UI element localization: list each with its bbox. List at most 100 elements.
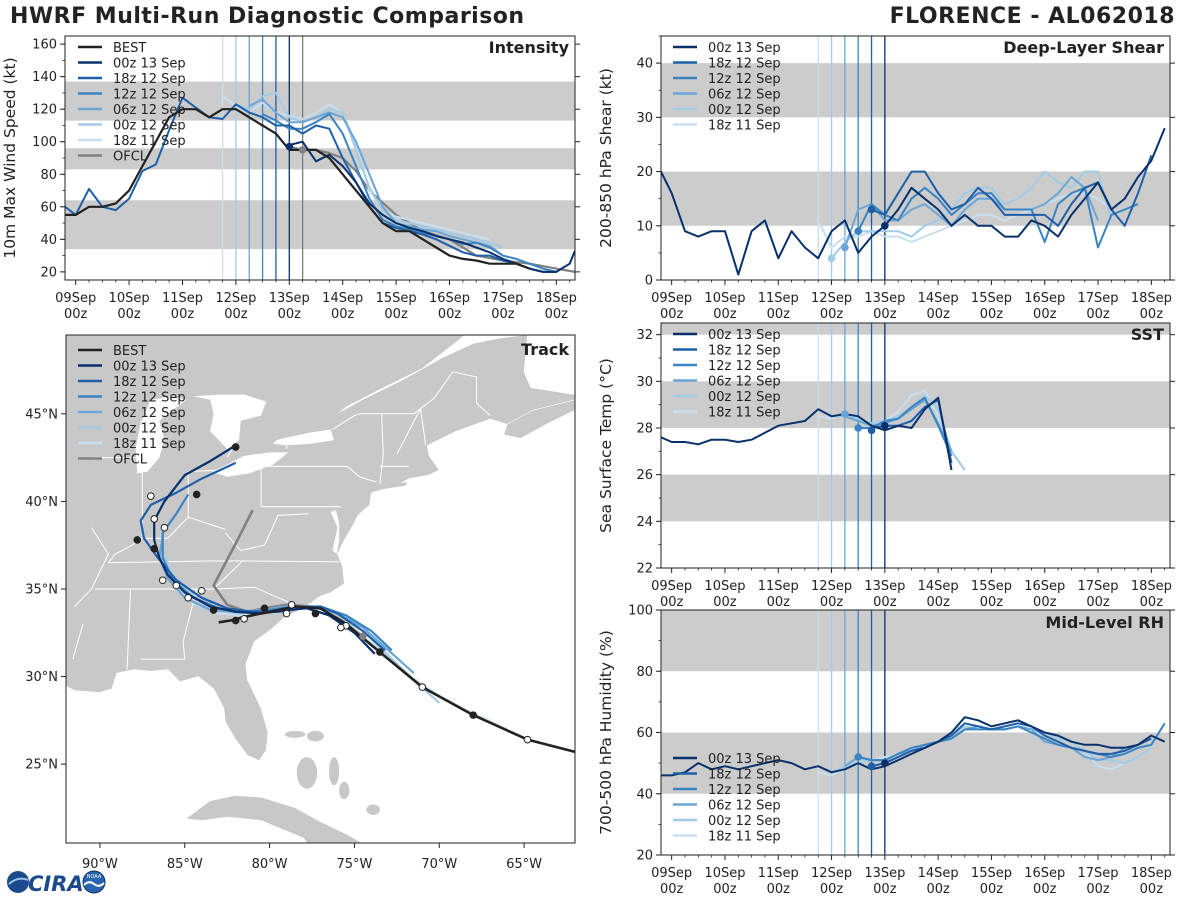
- rh-xtick-label-day: 11Sep: [758, 866, 799, 881]
- shear-shade-band: [661, 171, 1170, 226]
- shear-xtick-label-hour: 00z: [713, 307, 737, 322]
- intensity-ytick-label: 80: [40, 168, 57, 183]
- rh-ytick-label: 20: [636, 849, 653, 864]
- rh-panel: 2040608010009Sep00z10Sep00z11Sep00z12Sep…: [597, 604, 1175, 897]
- rh-legend-label: 18z 12 Sep: [708, 768, 781, 783]
- state-border: [126, 588, 131, 670]
- intensity-ytick-label: 100: [32, 135, 57, 150]
- state-border: [396, 408, 422, 455]
- intensity-ytick-label: 40: [40, 233, 57, 248]
- intensity-ytick-label: 20: [40, 265, 57, 280]
- intensity-legend-label: 00z 12 Sep: [113, 119, 186, 134]
- intensity-ytick-label: 60: [40, 200, 57, 215]
- shear-legend-label: 18z 12 Sep: [708, 57, 781, 72]
- shear-plot-area: [661, 36, 1170, 280]
- rh-xtick-label-day: 15Sep: [971, 866, 1012, 881]
- intensity-xtick-label-day: 09Sep: [55, 291, 96, 306]
- sst-xtick-label-hour: 00z: [873, 595, 897, 610]
- rh-plot-area: [661, 610, 1170, 855]
- rh-legend-label: 00z 13 Sep: [708, 752, 781, 767]
- intensity-plot-area: [65, 36, 575, 280]
- intensity-series-line-ofcl: [289, 145, 575, 273]
- shear-ytick-label: 0: [645, 274, 653, 289]
- land-north-america: [66, 335, 575, 762]
- shear-xtick-label-hour: 00z: [1086, 307, 1110, 322]
- track-position-marker: [359, 632, 367, 641]
- rh-xtick-label-hour: 00z: [873, 882, 897, 897]
- intensity-series-line-06z-12-sep: [248, 98, 504, 257]
- shear-xtick-label-hour: 00z: [660, 307, 684, 322]
- intensity-xtick-label-hour: 00z: [64, 307, 88, 322]
- track-position-marker: [192, 490, 201, 499]
- rh-ytick-label: 80: [636, 665, 653, 680]
- sst-shade-band: [661, 323, 1170, 335]
- land-bahamas-island: [328, 757, 340, 786]
- track-position-marker: [150, 515, 159, 523]
- intensity-legend-label: 18z 12 Sep: [113, 72, 186, 87]
- rh-series-line-12z-12-sep: [857, 722, 1166, 762]
- noaa-emblem-text: NOAA: [87, 874, 102, 880]
- intensity-xtick-label-day: 14Sep: [322, 291, 363, 306]
- sst-xtick-label-day: 12Sep: [811, 579, 852, 594]
- sst-series-line-00z-13-sep: [661, 396, 953, 471]
- rh-series-line-18z-12-sep: [871, 722, 1152, 768]
- track-legend-label: 12z 12 Sep: [113, 391, 186, 406]
- track-lon-tick-label: 90°W: [82, 857, 118, 872]
- shear-xtick-label-day: 18Sep: [1131, 291, 1172, 306]
- track-lon-tick-label: 65°W: [506, 857, 542, 872]
- sst-ytick-label: 28: [636, 422, 653, 437]
- intensity-ytick-label: 140: [32, 70, 57, 85]
- sst-legend-label: 00z 13 Sep: [708, 328, 781, 343]
- intensity-legend-label: 18z 11 Sep: [113, 134, 186, 149]
- state-border: [332, 413, 360, 431]
- shear-xtick-label-hour: 00z: [873, 307, 897, 322]
- sst-data-marker: [867, 426, 876, 435]
- sst-xtick-label-day: 18Sep: [1131, 579, 1172, 594]
- state-border: [108, 516, 226, 564]
- sst-xtick-label-hour: 00z: [926, 595, 950, 610]
- cira-logo-text: CIRA: [28, 872, 84, 896]
- track-lat-tick-label: 35°N: [25, 583, 58, 598]
- intensity-xtick-label-hour: 00z: [224, 307, 248, 322]
- shear-series-line-12z-12-sep: [857, 186, 1139, 249]
- shear-xtick-label-hour: 00z: [767, 307, 791, 322]
- track-legend-label: 00z 13 Sep: [113, 360, 186, 375]
- intensity-series-line-18z-12-sep: [65, 96, 557, 273]
- land-long-island: [371, 482, 407, 491]
- rh-xtick-label-hour: 00z: [926, 882, 950, 897]
- sst-xtick-label-hour: 00z: [713, 595, 737, 610]
- sst-chart-title: SST: [1131, 325, 1164, 344]
- track-lat-tick-label: 25°N: [25, 758, 58, 773]
- intensity-chart-title: Intensity: [489, 38, 570, 57]
- track-position-marker: [376, 648, 384, 656]
- intensity-xtick-label-hour: 00z: [491, 307, 515, 322]
- rh-xtick-label-hour: 00z: [767, 882, 791, 897]
- state-border: [108, 560, 243, 564]
- rh-xtick-label-day: 18Sep: [1131, 866, 1172, 881]
- rh-series-line-00z-13-sep: [661, 716, 1166, 777]
- sst-legend-label: 00z 12 Sep: [708, 390, 781, 405]
- rh-data-marker: [881, 759, 889, 767]
- shear-ytick-label: 20: [636, 165, 653, 180]
- rh-shade-band: [661, 732, 1170, 794]
- lake-erie: [211, 452, 289, 477]
- land-nova-scotia: [503, 399, 575, 439]
- shear-xtick-label-day: 10Sep: [704, 291, 745, 306]
- track-lon-tick-label: 80°W: [252, 857, 288, 872]
- track-position-marker: [158, 576, 167, 585]
- sst-xtick-label-day: 10Sep: [704, 579, 745, 594]
- sst-xtick-label-hour: 00z: [820, 595, 844, 610]
- track-lat-tick-label: 45°N: [25, 407, 58, 422]
- track-legend-label: 18z 12 Sep: [113, 375, 186, 390]
- state-border: [72, 623, 84, 660]
- land-bahamas-island: [284, 730, 306, 738]
- rh-legend-label: 00z 12 Sep: [708, 814, 781, 829]
- state-border: [188, 467, 262, 473]
- rh-ytick-label: 60: [636, 726, 653, 741]
- shear-series-line-06z-12-sep: [843, 176, 1099, 248]
- shear-chart-title: Deep-Layer Shear: [1003, 38, 1164, 57]
- shear-xtick-label-day: 09Sep: [651, 291, 692, 306]
- track-position-marker: [209, 606, 218, 614]
- state-border: [226, 448, 233, 458]
